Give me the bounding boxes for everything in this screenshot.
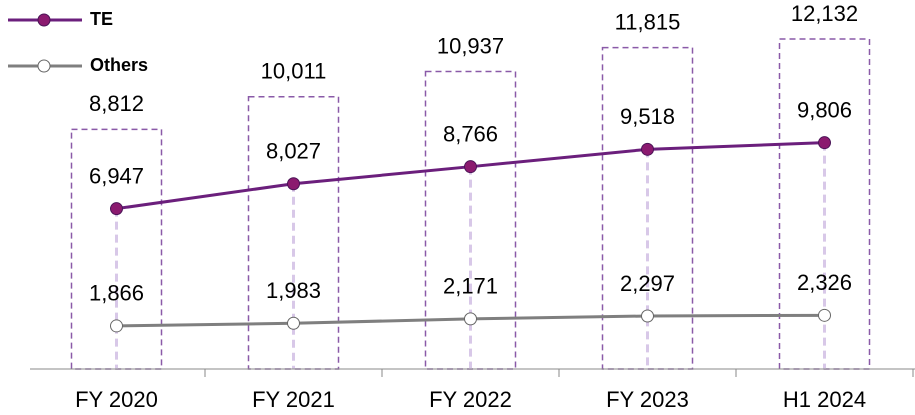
value-label: 2,171 xyxy=(443,274,498,299)
total-label: 10,011 xyxy=(261,59,327,84)
point xyxy=(464,160,477,174)
point xyxy=(464,312,477,326)
point xyxy=(287,316,300,330)
value-label: 8,027 xyxy=(266,139,321,164)
point xyxy=(641,309,654,323)
value-label: 2,326 xyxy=(797,270,852,295)
x-tick-label: FY 2021 xyxy=(252,387,335,412)
x-tick-label: FY 2023 xyxy=(606,387,689,412)
value-label: 1,866 xyxy=(89,281,144,306)
legend-marker xyxy=(37,13,51,27)
total-box xyxy=(601,46,694,370)
legend-label: Others xyxy=(90,55,148,75)
legend-marker xyxy=(37,59,51,73)
legend-label: TE xyxy=(90,9,113,29)
total-label: 10,937 xyxy=(437,33,504,58)
value-label: 9,806 xyxy=(797,97,852,122)
value-label: 6,947 xyxy=(89,163,144,188)
x-tick-label: H1 2024 xyxy=(783,387,866,412)
point xyxy=(641,142,654,156)
point xyxy=(818,136,831,150)
total-label: 11,815 xyxy=(615,9,681,34)
value-label: 8,766 xyxy=(443,121,498,146)
point xyxy=(818,308,831,322)
x-tick-label: FY 2022 xyxy=(429,387,512,412)
x-tick-label: FY 2020 xyxy=(75,387,158,412)
value-label: 2,297 xyxy=(620,271,675,296)
value-label: 1,983 xyxy=(266,278,321,303)
value-label: 9,518 xyxy=(620,104,675,129)
total-label: 8,812 xyxy=(89,91,144,116)
point xyxy=(110,202,123,216)
total-box xyxy=(247,95,340,370)
point xyxy=(110,319,123,333)
total-label: 12,132 xyxy=(791,1,858,26)
point xyxy=(287,177,300,191)
